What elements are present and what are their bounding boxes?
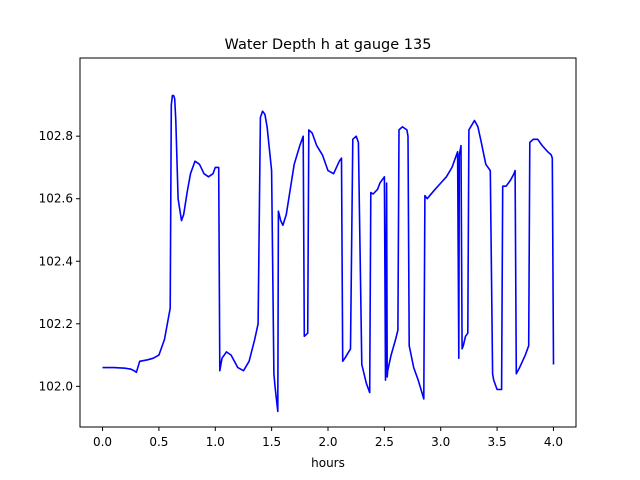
- x-tick-label: 3.5: [488, 435, 507, 449]
- x-tick-label: 0.5: [149, 435, 168, 449]
- plot-area: [102, 94, 555, 413]
- x-tick-label: 2.0: [318, 435, 337, 449]
- x-axis-label: hours: [311, 456, 345, 470]
- x-tick-label: 4.0: [544, 435, 563, 449]
- x-tick-label: 2.5: [375, 435, 394, 449]
- x-tick-label: 3.0: [431, 435, 450, 449]
- x-axis-ticks: 0.0 0.5 1.0 1.5 2.0 2.5 3.0 3.5 4.0: [93, 427, 563, 449]
- x-tick-label: 0.0: [93, 435, 112, 449]
- y-tick-label: 102.8: [39, 129, 73, 143]
- y-tick-label: 102.4: [39, 254, 73, 268]
- y-tick-label: 102.2: [39, 317, 73, 331]
- x-tick-label: 1.5: [262, 435, 281, 449]
- y-tick-label: 102.0: [39, 379, 73, 393]
- y-axis-ticks: 102.0 102.2 102.4 102.6 102.8: [39, 129, 80, 393]
- x-tick-label: 1.0: [206, 435, 225, 449]
- chart-title: Water Depth h at gauge 135: [225, 37, 432, 53]
- y-tick-label: 102.6: [39, 192, 73, 206]
- series-line-water-depth: [102, 94, 555, 413]
